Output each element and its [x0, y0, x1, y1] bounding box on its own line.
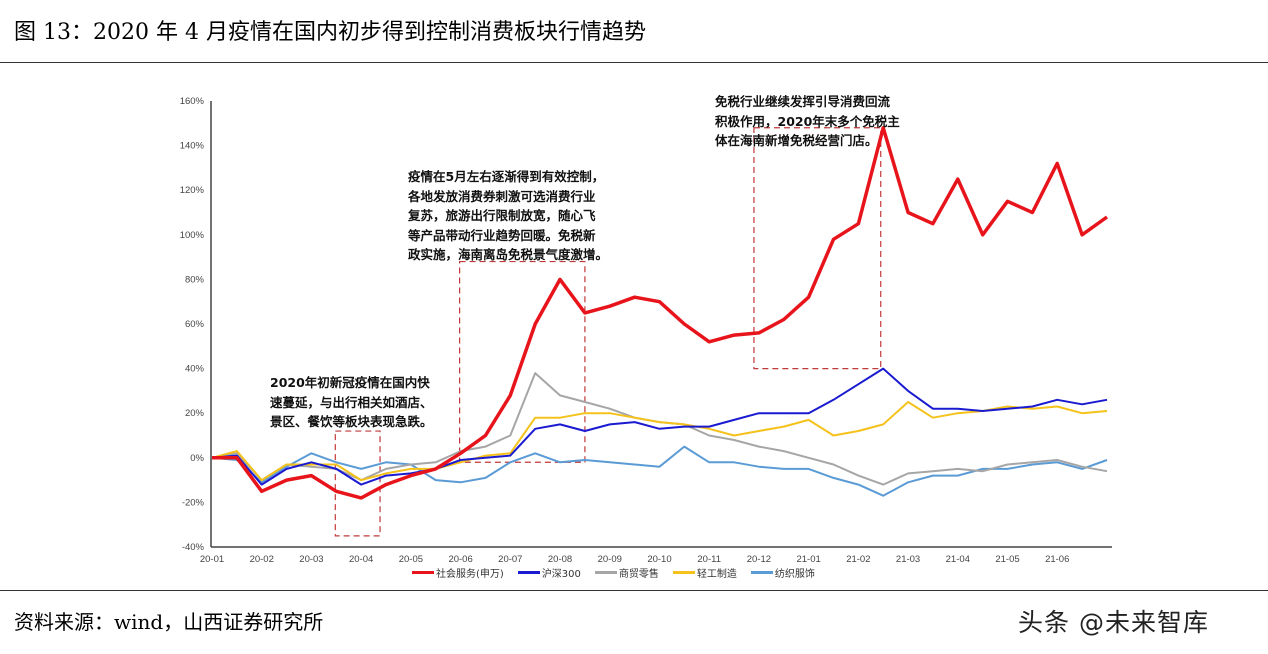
x-tick-label: 20-03	[299, 554, 323, 565]
legend-item: 社会服务(申万)	[412, 565, 504, 580]
x-tick-label: 20-07	[498, 554, 522, 565]
series-line-4	[211, 401, 1108, 482]
annotation-box-1	[334, 430, 381, 537]
annotation-early-2020: 2020年初新冠疫情在国内快 速蔓延，与出行相关如酒店、 景区、餐饮等板块表现急…	[270, 375, 433, 429]
y-tick-label: 100%	[180, 230, 205, 241]
x-tick-label: 21-04	[946, 554, 970, 565]
x-tick-label: 21-02	[846, 554, 870, 565]
legend-item: 纺织服饰	[750, 565, 815, 580]
y-tick-label: 80%	[185, 274, 205, 285]
y-tick-label: 0%	[190, 453, 204, 464]
legend-label: 社会服务(申万)	[436, 569, 504, 580]
y-tick-label: 20%	[185, 408, 205, 419]
series-line-1	[212, 126, 1109, 500]
x-tick-label: 21-03	[896, 554, 920, 565]
x-tick-label: 20-05	[399, 554, 423, 565]
series-line-5	[211, 445, 1108, 497]
legend-item: 轻工制造	[672, 565, 737, 580]
x-tick-label: 21-06	[1045, 554, 1069, 565]
x-tick-label: 20-11	[697, 554, 721, 565]
x-tick-label: 20-12	[747, 554, 771, 565]
series-line-2	[211, 367, 1108, 486]
x-tick-label: 20-06	[448, 554, 472, 565]
y-tick-label: 60%	[185, 319, 205, 330]
chart-legend: 社会服务(申万) 沪深300 商贸零售 轻工制造 纺织服饰	[412, 565, 815, 580]
y-tick-label: -40%	[182, 542, 205, 553]
x-tick-label: 20-10	[647, 554, 671, 565]
legend-label: 纺织服饰	[774, 569, 815, 580]
y-tick-label: 120%	[180, 185, 205, 196]
x-tick-label: 20-08	[548, 554, 572, 565]
legend-swatch	[412, 571, 434, 574]
y-tick-label: 40%	[185, 364, 205, 375]
legend-label: 轻工制造	[696, 569, 737, 580]
top-divider	[0, 62, 1268, 63]
y-tick-label: 160%	[180, 96, 205, 107]
legend-item: 商贸零售	[594, 565, 659, 580]
legend-item: 沪深300	[517, 565, 581, 580]
x-tick-label: 20-09	[598, 554, 622, 565]
x-tick-label: 21-01	[796, 554, 820, 565]
x-tick-label: 20-01	[200, 554, 224, 565]
y-tick-label: 140%	[180, 141, 205, 152]
legend-swatch	[750, 571, 773, 574]
legend-label: 沪深300	[541, 569, 581, 580]
bottom-divider	[0, 590, 1268, 591]
annotation-may-2020: 疫情在5月左右逐渐得到有效控制， 各地发放消费券刺激可选消费行业 复苏，旅游出行…	[408, 169, 609, 262]
legend-swatch	[517, 571, 540, 574]
x-tick-label: 21-05	[995, 554, 1019, 565]
x-tick-label: 20-04	[349, 554, 373, 565]
y-tick-label: -20%	[182, 497, 205, 508]
annotation-duty-free: 免税行业继续发挥引导消费回流 积极作用，2020年末多个免税主 体在海南新增免税…	[715, 94, 900, 148]
legend-swatch	[672, 571, 695, 574]
legend-swatch	[594, 571, 617, 574]
annotation-box-2	[459, 260, 586, 463]
watermark: 头条 @未来智库	[1018, 608, 1209, 637]
source-note: 资料来源：wind，山西证券研究所	[14, 610, 324, 634]
figure-title: 图 13：2020 年 4 月疫情在国内初步得到控制消费板块行情趋势	[14, 20, 646, 45]
legend-label: 商贸零售	[618, 569, 659, 580]
x-tick-label: 20-02	[250, 554, 274, 565]
annotation-box-3	[753, 127, 882, 370]
